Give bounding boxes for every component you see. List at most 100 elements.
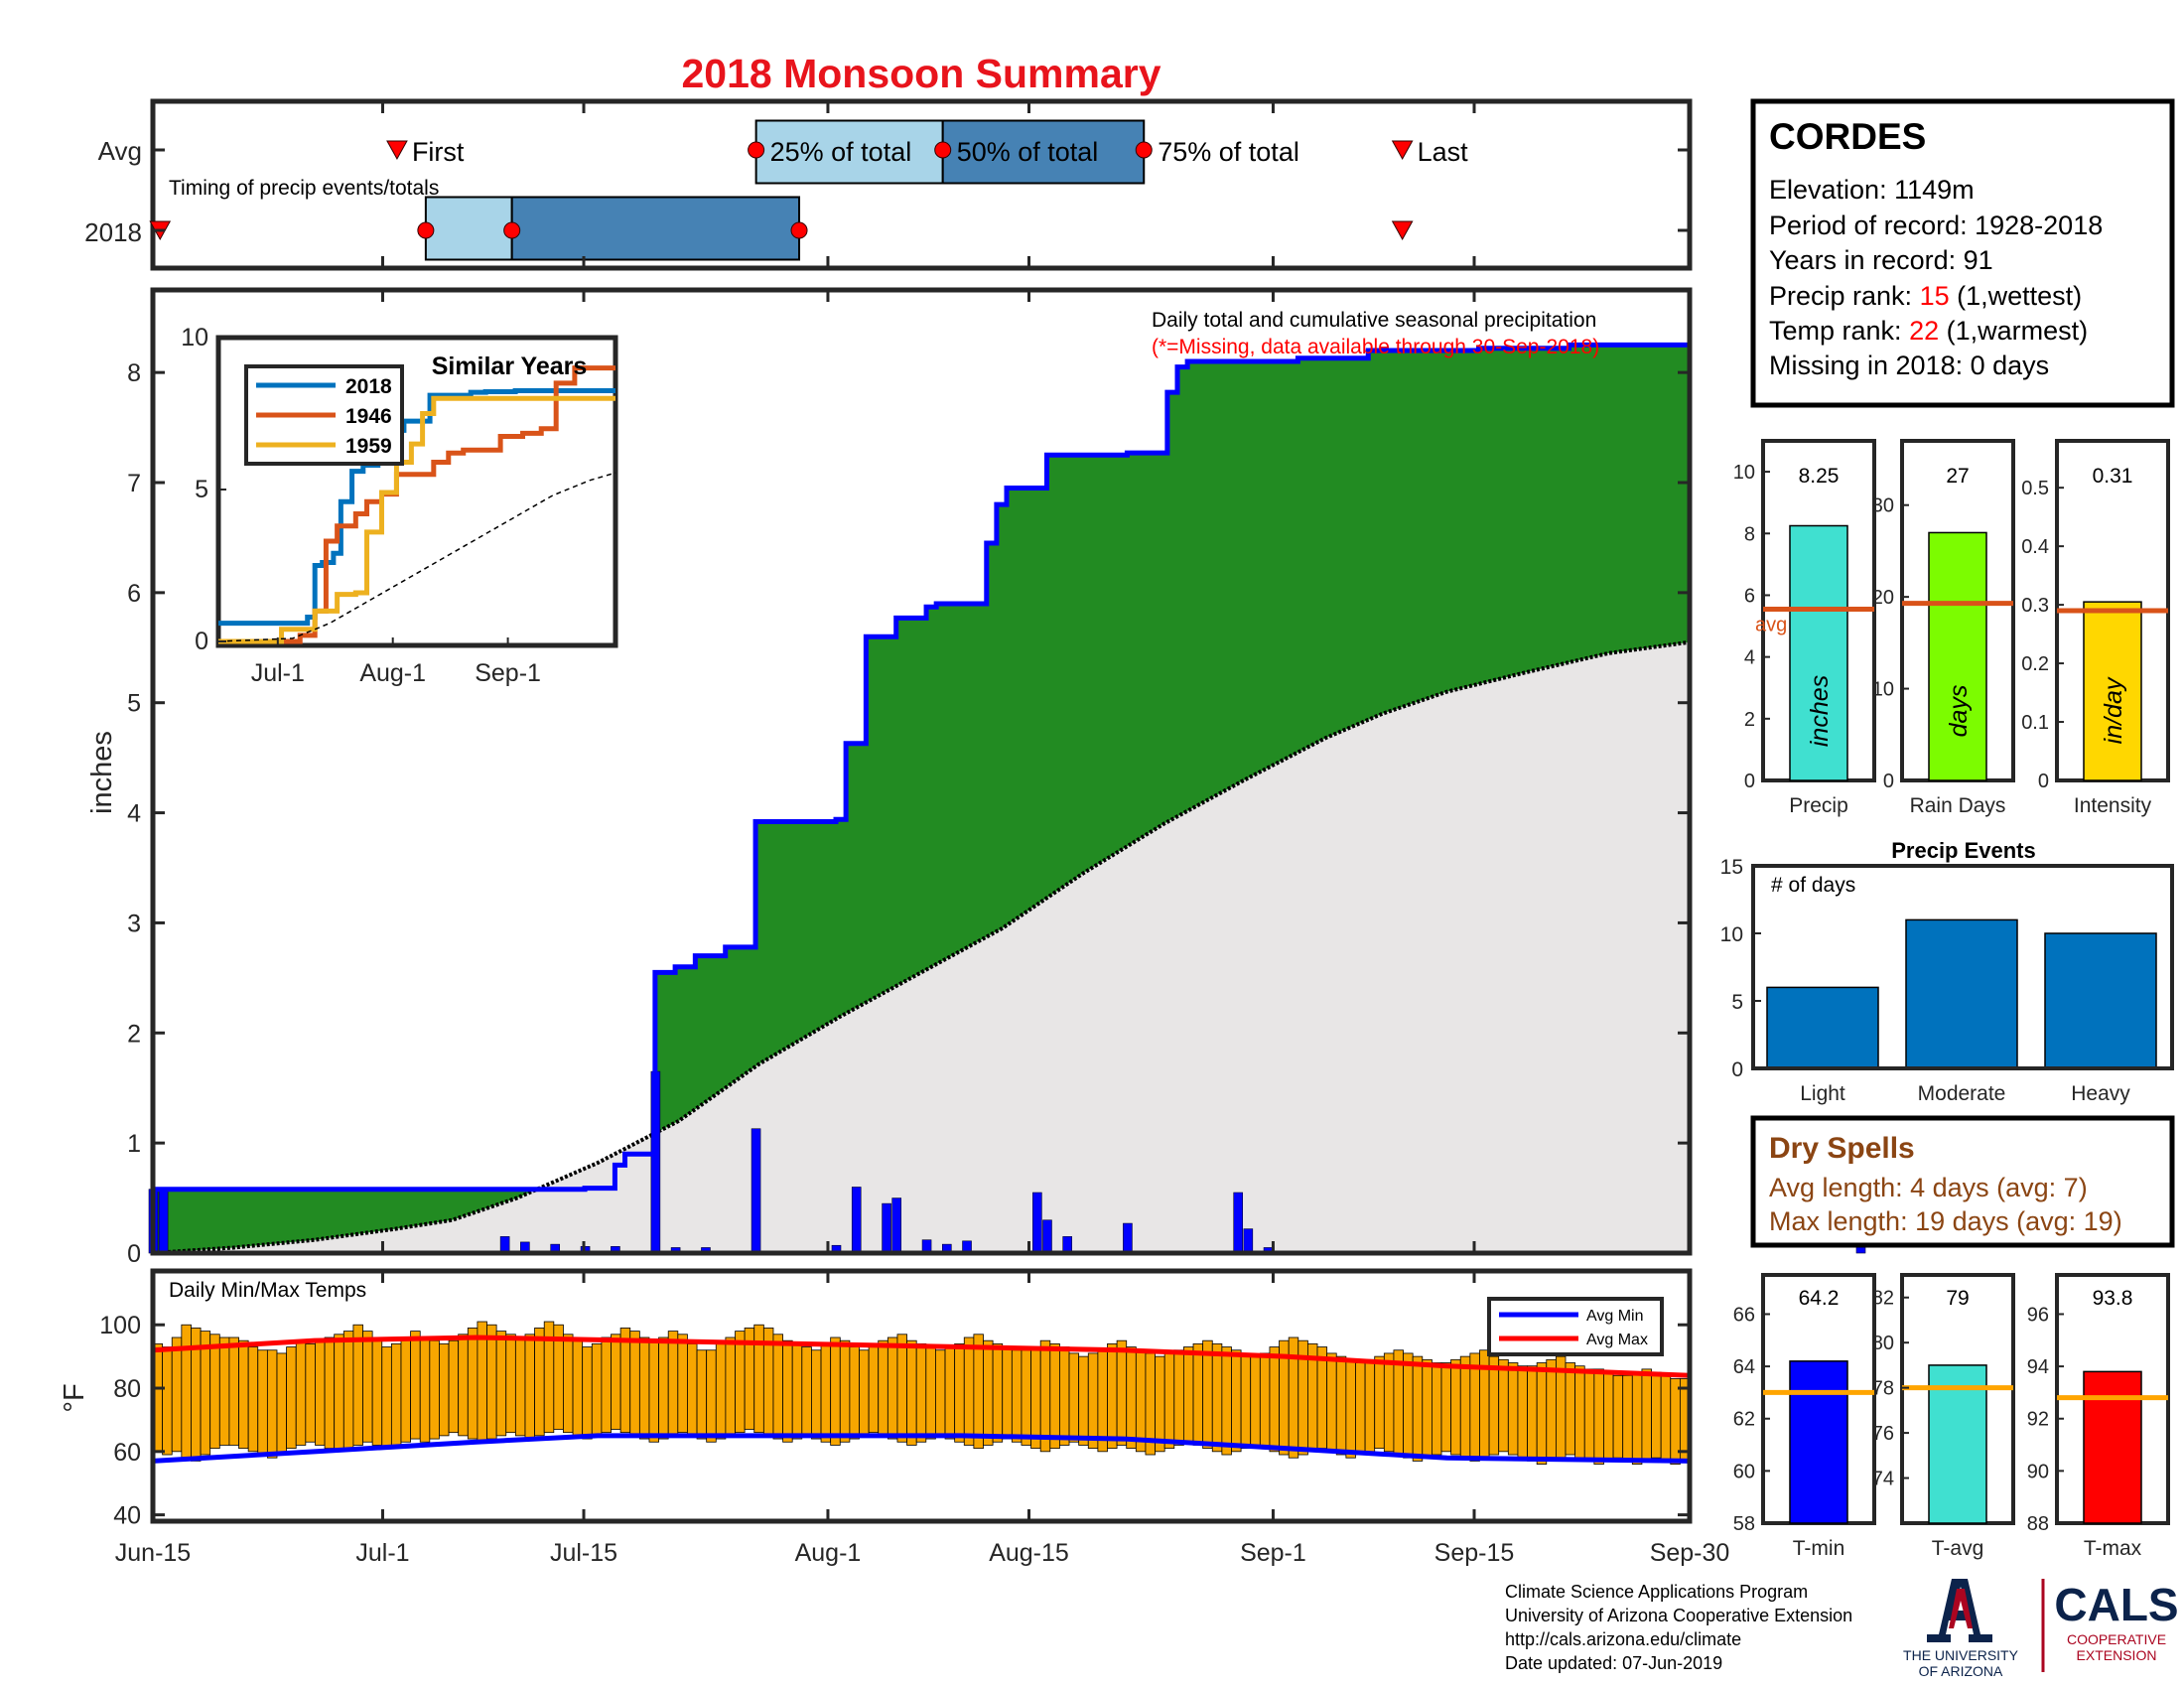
daily-temp-bar — [582, 1346, 593, 1440]
daily-temp-bar — [448, 1339, 460, 1434]
temp-summary-ytick-label: 60 — [1733, 1461, 1755, 1482]
daily-temp-bar — [1583, 1368, 1595, 1462]
main-ytick-label: 7 — [127, 470, 141, 497]
summary-ytick-label: 30 — [1872, 495, 1894, 517]
first-event-label: First — [412, 137, 465, 167]
daily-temp-bar — [801, 1346, 812, 1437]
daily-temp-bar — [390, 1342, 402, 1446]
avg-p50-marker — [934, 141, 952, 159]
last-event-label: Last — [1418, 137, 1469, 167]
2018-last-marker — [1391, 220, 1414, 241]
daily-temp-bar — [1049, 1342, 1060, 1450]
daily-temp-bar — [534, 1328, 545, 1437]
temp-summary-bar-panels: 58 60 62 64 66 64.2 T-min 74 76 78 80 82 79 T-avg 88 90… — [1733, 1273, 2170, 1560]
temp-rank-value: 22 — [1909, 316, 1939, 346]
daily-precip-bar — [158, 1189, 169, 1254]
temp-value-label: 93.8 — [2093, 1287, 2133, 1310]
average-precip-fill — [153, 641, 1690, 1253]
summary-unit-label: inches — [1806, 675, 1834, 747]
daily-temp-bar — [1221, 1346, 1232, 1456]
events-category-label: Heavy — [2071, 1082, 2130, 1105]
daily-temp-bar — [228, 1336, 239, 1446]
temp-summary-ytick-label: 94 — [2027, 1356, 2049, 1378]
daily-temp-bar — [295, 1339, 307, 1446]
daily-temp-bar — [1116, 1339, 1128, 1446]
summary-category-label: Intensity — [2074, 794, 2152, 817]
daily-temp-bar — [706, 1349, 717, 1443]
temp-ytick-label: 40 — [113, 1502, 141, 1530]
station-precip-rank: Precip rank: 15 (1,wettest) — [1769, 281, 2082, 311]
daily-temp-bar — [257, 1349, 268, 1456]
main-ytick-label: 0 — [127, 1240, 141, 1268]
daily-temp-bar — [238, 1339, 249, 1450]
university-of-arizona-logo: THE UNIVERSITY OF ARIZONA — [1903, 1579, 2019, 1679]
summary-value-label: 0.31 — [2093, 465, 2133, 488]
events-frame — [1751, 864, 2174, 1070]
daily-temp-bar — [1163, 1352, 1175, 1450]
events-ytick-label: 0 — [1731, 1058, 1743, 1081]
daily-temp-bar — [524, 1334, 535, 1440]
avg-p50-p75-box — [941, 119, 1146, 185]
daily-temp-bar — [1536, 1362, 1548, 1465]
daily-temp-bar — [1641, 1368, 1652, 1462]
daily-temp-bar — [1603, 1371, 1614, 1462]
daily-temp-bar — [782, 1339, 793, 1443]
ua-name-2: OF ARIZONA — [1919, 1663, 2003, 1679]
station-name: CORDES — [1769, 116, 1926, 157]
temp-frame — [150, 1268, 1693, 1524]
daily-temp-bar — [1155, 1355, 1165, 1453]
daily-temp-bar — [286, 1346, 297, 1450]
precip-rank-prefix: Precip rank: — [1769, 281, 1920, 311]
main-ytick-label: 3 — [127, 910, 141, 937]
temp-title-bg — [161, 1275, 381, 1303]
daily-temp-bar — [467, 1328, 478, 1440]
main-ytick-label: 4 — [127, 800, 141, 828]
daily-temp-bar — [1173, 1349, 1184, 1446]
daily-temp-bar — [429, 1339, 440, 1440]
daily-precip-bar — [851, 1187, 862, 1254]
timing-subtitle: Timing of precip events/totals — [169, 177, 439, 200]
station-temp-rank: Temp rank: 22 (1,warmest) — [1769, 316, 2088, 346]
temp-bar-t-max — [2083, 1370, 2142, 1524]
daily-temp-bar — [1078, 1355, 1089, 1446]
summary-ytick-label: 0.3 — [2021, 595, 2049, 617]
events-title: Precip Events — [1891, 838, 2036, 863]
daily-temp-bar — [648, 1339, 659, 1443]
daily-temp-bar — [352, 1324, 363, 1446]
station-years: Years in record: 91 — [1769, 245, 1993, 275]
daily-temp-bar — [677, 1334, 688, 1434]
summary-bar-precip — [1789, 524, 1848, 781]
daily-temp-bar — [1565, 1362, 1576, 1456]
daily-temp-bar — [925, 1346, 936, 1440]
temp-summary-ytick-label: 62 — [1733, 1409, 1755, 1431]
daily-precip-bar — [1243, 1228, 1254, 1254]
daily-temp-bar — [324, 1336, 336, 1450]
daily-temp-bar — [954, 1342, 965, 1443]
summary-ytick-label: 10 — [1872, 679, 1894, 701]
daily-temp-bar — [887, 1336, 898, 1440]
avg-p25-p50-box — [754, 119, 944, 185]
events-ytick-label: 15 — [1720, 856, 1743, 879]
temp-summary-ytick-label: 64 — [1733, 1356, 1755, 1378]
main-ytick-label: 8 — [127, 359, 141, 387]
daily-temp-bar — [1259, 1352, 1271, 1450]
main-caption: Daily total and cumulative seasonal prec… — [1152, 309, 1596, 332]
ua-name-1: THE UNIVERSITY — [1903, 1647, 2019, 1663]
temp-rank-prefix: Temp rank: — [1769, 316, 1909, 346]
daily-precip-bar — [1032, 1192, 1042, 1254]
events-ytick-label: 5 — [1731, 991, 1743, 1014]
inset-title: Similar Years — [432, 352, 588, 380]
daily-precip-bar — [891, 1197, 902, 1254]
date-tick-label: Jul-15 — [550, 1539, 617, 1567]
cumulative-precip-line — [153, 342, 1690, 1193]
temp-ylabel: °F — [59, 1383, 90, 1412]
date-tick-label: Aug-15 — [989, 1539, 1069, 1567]
daily-temp-bar — [1059, 1346, 1070, 1446]
daily-temp-bar — [486, 1324, 497, 1440]
ua-a-mark-icon — [1927, 1579, 1992, 1642]
daily-temp-bar — [1269, 1346, 1280, 1453]
summary-ytick-label: 10 — [1733, 462, 1755, 484]
daily-temp-bar — [1011, 1349, 1023, 1443]
summary-ytick-label: 4 — [1744, 647, 1755, 669]
daily-temp-bar — [1192, 1342, 1204, 1446]
